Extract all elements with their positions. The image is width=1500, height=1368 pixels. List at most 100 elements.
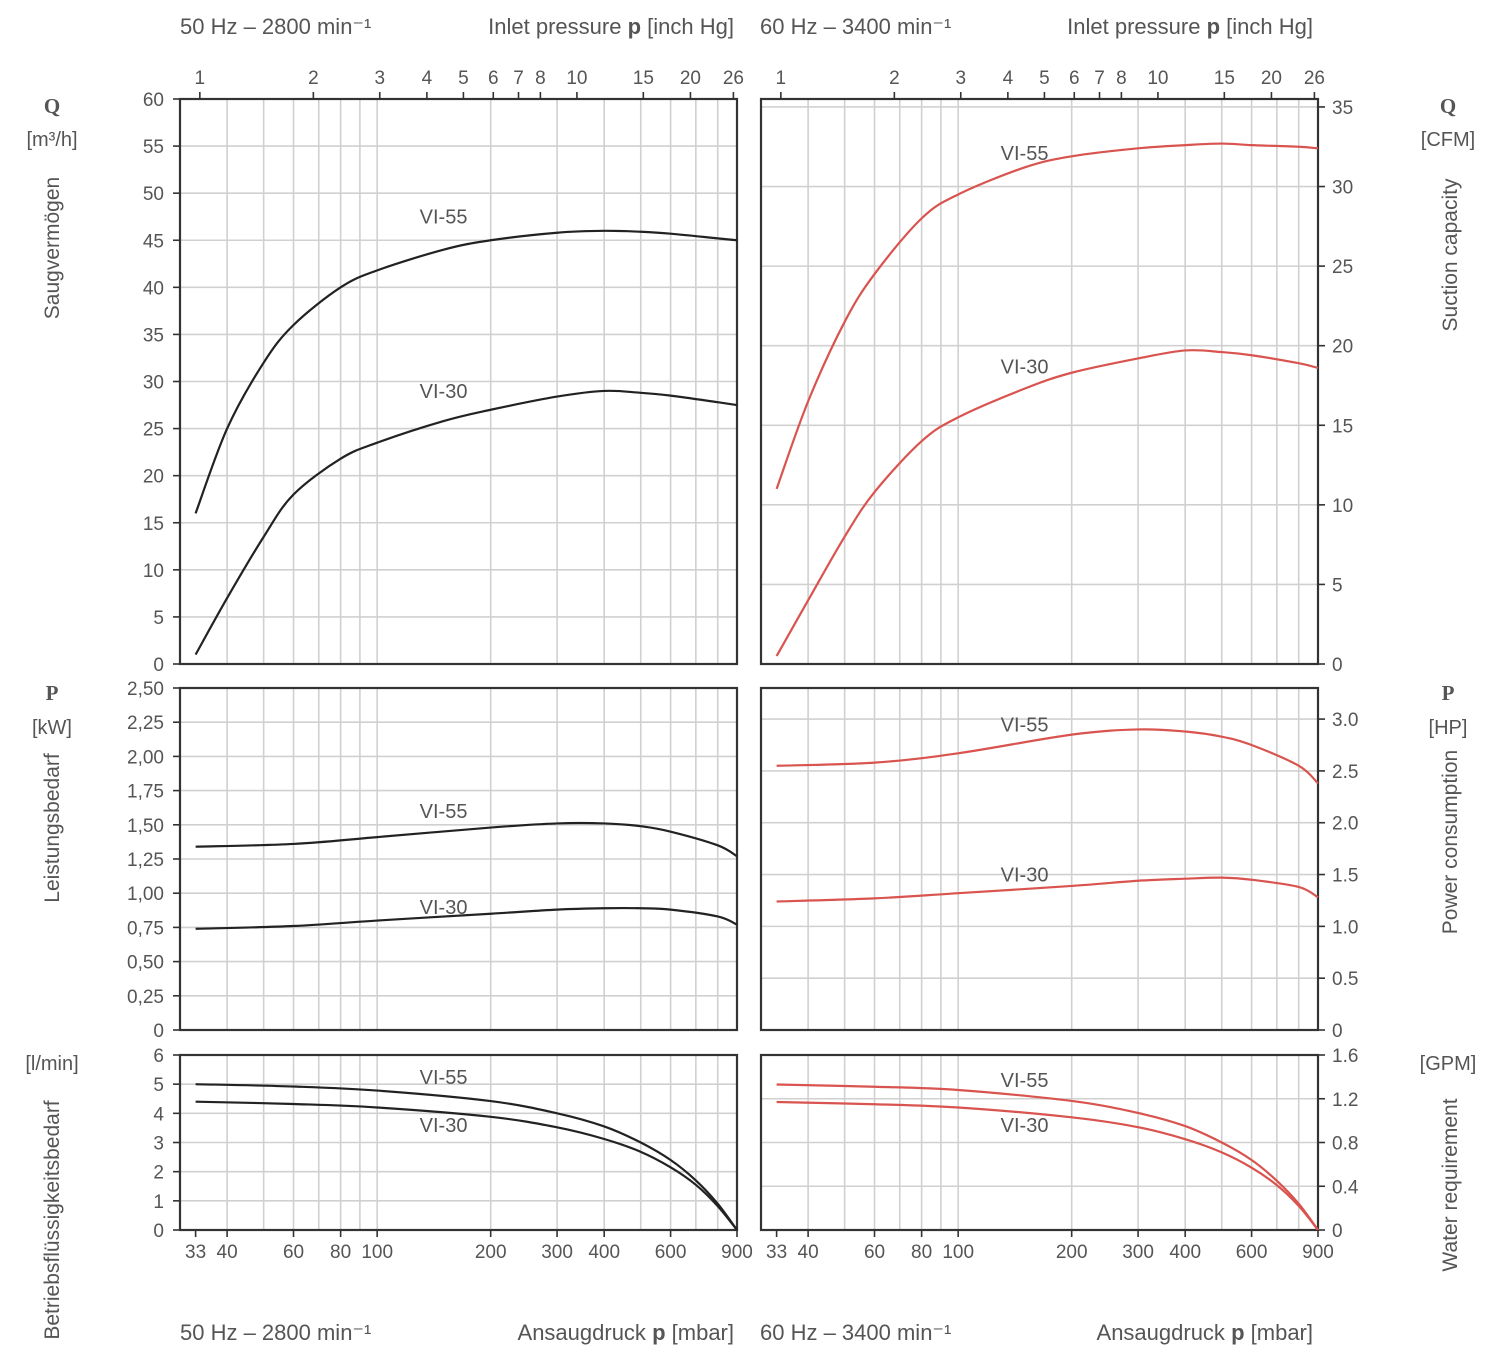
left-suction-y-tick-label: 0 bbox=[153, 655, 164, 676]
left-power-series-label: VI-30 bbox=[420, 897, 468, 919]
left-suction-y-tick-label: 20 bbox=[143, 467, 164, 488]
left-water-y-tick-label: 6 bbox=[153, 1046, 164, 1067]
left-water-y-tick-label: 5 bbox=[153, 1075, 164, 1096]
left-power-y-tick-label: 2,00 bbox=[127, 747, 164, 768]
right-bottom-axis-label: Ansaugdruck p [mbar] bbox=[1097, 1320, 1313, 1345]
left-power-y-tick-label: 1,00 bbox=[127, 884, 164, 905]
left-x-top-tick-label: 1 bbox=[195, 68, 206, 89]
left-water-curve-vi-30 bbox=[195, 1100, 738, 1231]
right-x-top-tick-label: 3 bbox=[955, 68, 966, 89]
right-water-series-label: VI-30 bbox=[1001, 1115, 1049, 1137]
left-water-series-label: VI-30 bbox=[420, 1115, 468, 1137]
right-top-axis-label: Inlet pressure p [inch Hg] bbox=[1067, 14, 1313, 39]
right-top-header: 60 Hz – 3400 min⁻¹ bbox=[760, 14, 951, 39]
left-power-y-tick-label: 1,25 bbox=[127, 850, 164, 871]
right-power-curve-vi-30 bbox=[776, 876, 1319, 903]
left-x-top-tick-label: 2 bbox=[308, 68, 319, 89]
left-suction-y-tick-label: 10 bbox=[143, 561, 164, 582]
right-power-curve-vi-55 bbox=[776, 728, 1319, 785]
left-suction-y-tick-label: 30 bbox=[143, 373, 164, 394]
left-x-top-tick-label: 15 bbox=[633, 68, 654, 89]
left-suction-y-tick-label: 35 bbox=[143, 325, 164, 346]
right-p-unit: [HP] bbox=[1429, 717, 1468, 739]
left-water-y-tick-label: 3 bbox=[153, 1134, 164, 1155]
left-power-y-tick-label: 0 bbox=[153, 1021, 164, 1042]
right-x-bottom-tick-label: 33 bbox=[766, 1242, 787, 1263]
right-suction-y-tick-label: 10 bbox=[1332, 496, 1353, 517]
right-x-top-tick-label: 5 bbox=[1039, 68, 1050, 89]
right-x-top-tick-label: 8 bbox=[1116, 68, 1127, 89]
right-x-top-tick-label: 4 bbox=[1003, 68, 1014, 89]
left-power-y-tick-label: 0,25 bbox=[127, 987, 164, 1008]
left-x-top-tick-label: 6 bbox=[488, 68, 499, 89]
right-x-top-tick-label: 2 bbox=[889, 68, 900, 89]
left-suction-y-tick-label: 15 bbox=[143, 514, 164, 535]
right-x-top-tick-label: 15 bbox=[1214, 68, 1235, 89]
left-x-top-tick-label: 8 bbox=[535, 68, 546, 89]
left-top-axis-label: Inlet pressure p [inch Hg] bbox=[488, 14, 734, 39]
left-power-y-tick-label: 2,25 bbox=[127, 713, 164, 734]
left-x-top-tick-label: 7 bbox=[513, 68, 524, 89]
left-x-top-tick-label: 4 bbox=[422, 68, 433, 89]
left-x-bottom-tick-label: 200 bbox=[475, 1242, 507, 1263]
right-x-top-tick-label: 26 bbox=[1304, 68, 1325, 89]
left-suction-y-tick-label: 60 bbox=[143, 90, 164, 111]
right-power-y-tick-label: 0.5 bbox=[1332, 969, 1358, 990]
right-bottom-header: 60 Hz – 3400 min⁻¹ bbox=[760, 1320, 951, 1345]
left-x-top-tick-label: 26 bbox=[723, 68, 744, 89]
right-x-bottom-tick-label: 400 bbox=[1169, 1242, 1201, 1263]
right-power-series-label: VI-30 bbox=[1001, 865, 1049, 887]
right-power-y-tick-label: 2.5 bbox=[1332, 762, 1358, 783]
right-suction-y-tick-label: 25 bbox=[1332, 257, 1353, 278]
left-suction-y-tick-label: 40 bbox=[143, 278, 164, 299]
right-w-unit: [GPM] bbox=[1420, 1053, 1477, 1075]
right-suction-y-tick-label: 20 bbox=[1332, 337, 1353, 358]
left-q-unit: [m³/h] bbox=[26, 129, 77, 151]
right-power-y-tick-label: 2.0 bbox=[1332, 814, 1358, 835]
right-water-panel: 0 0.4 0.8 1.2 1.6 VI-55 VI-30 33 40 60 80 100 200 300… bbox=[759, 1046, 1359, 1263]
left-power-panel: 0 0,25 0,50 0,75 1,00 1,25 1,50 1,75 2,00 2,25 2,5… bbox=[127, 679, 739, 1042]
left-suction-y-tick-label: 45 bbox=[143, 231, 164, 252]
left-q-title: Saugvermögen bbox=[41, 177, 64, 319]
left-x-top-tick-label: 20 bbox=[680, 68, 701, 89]
left-x-bottom-tick-label: 300 bbox=[541, 1242, 573, 1263]
left-water-y-tick-label: 2 bbox=[153, 1163, 164, 1184]
left-water-series-label: VI-55 bbox=[420, 1067, 468, 1089]
right-water-y-tick-label: 1.6 bbox=[1332, 1046, 1358, 1067]
left-power-y-tick-label: 0,75 bbox=[127, 918, 164, 939]
right-suction-curve-vi-55 bbox=[775, 142, 1319, 490]
right-water-series-label: VI-55 bbox=[1001, 1070, 1049, 1092]
left-x-bottom-tick-label: 400 bbox=[588, 1242, 620, 1263]
left-x-bottom-tick-label: 40 bbox=[217, 1242, 238, 1263]
left-suction-y-tick-label: 5 bbox=[153, 608, 164, 629]
right-suction-frame bbox=[759, 97, 1320, 666]
right-x-top-tick-label: 10 bbox=[1147, 68, 1168, 89]
left-water-curve-vi-55 bbox=[195, 1083, 738, 1231]
left-x-bottom-tick-label: 80 bbox=[330, 1242, 351, 1263]
right-x-bottom-tick-label: 40 bbox=[798, 1242, 819, 1263]
right-water-curve-vi-30 bbox=[776, 1100, 1319, 1231]
left-water-y-tick-label: 1 bbox=[153, 1192, 164, 1213]
left-x-top-tick-label: 10 bbox=[566, 68, 587, 89]
right-x-top-tick-label: 1 bbox=[776, 68, 787, 89]
left-power-y-tick-label: 1,75 bbox=[127, 782, 164, 803]
left-x-bottom-tick-label: 60 bbox=[283, 1242, 304, 1263]
right-x-bottom-tick-label: 200 bbox=[1056, 1242, 1088, 1263]
right-x-top-tick-label: 6 bbox=[1069, 68, 1080, 89]
right-water-y-tick-label: 0 bbox=[1332, 1221, 1343, 1242]
right-x-top-tick-label: 7 bbox=[1094, 68, 1105, 89]
right-q-symbol: Q bbox=[1440, 94, 1456, 118]
left-power-y-tick-label: 2,50 bbox=[127, 679, 164, 700]
right-power-y-tick-label: 3.0 bbox=[1332, 710, 1358, 731]
left-p-unit: [kW] bbox=[32, 717, 72, 739]
left-suction-curve-vi-55 bbox=[194, 229, 738, 514]
right-water-y-tick-label: 0.8 bbox=[1332, 1134, 1358, 1155]
left-suction-curve-vi-30 bbox=[194, 389, 738, 656]
left-suction-y-tick-label: 50 bbox=[143, 184, 164, 205]
left-power-curve-vi-30 bbox=[195, 906, 738, 930]
right-q-title: Suction capacity bbox=[1439, 178, 1462, 331]
right-power-series-label: VI-55 bbox=[1001, 714, 1049, 736]
